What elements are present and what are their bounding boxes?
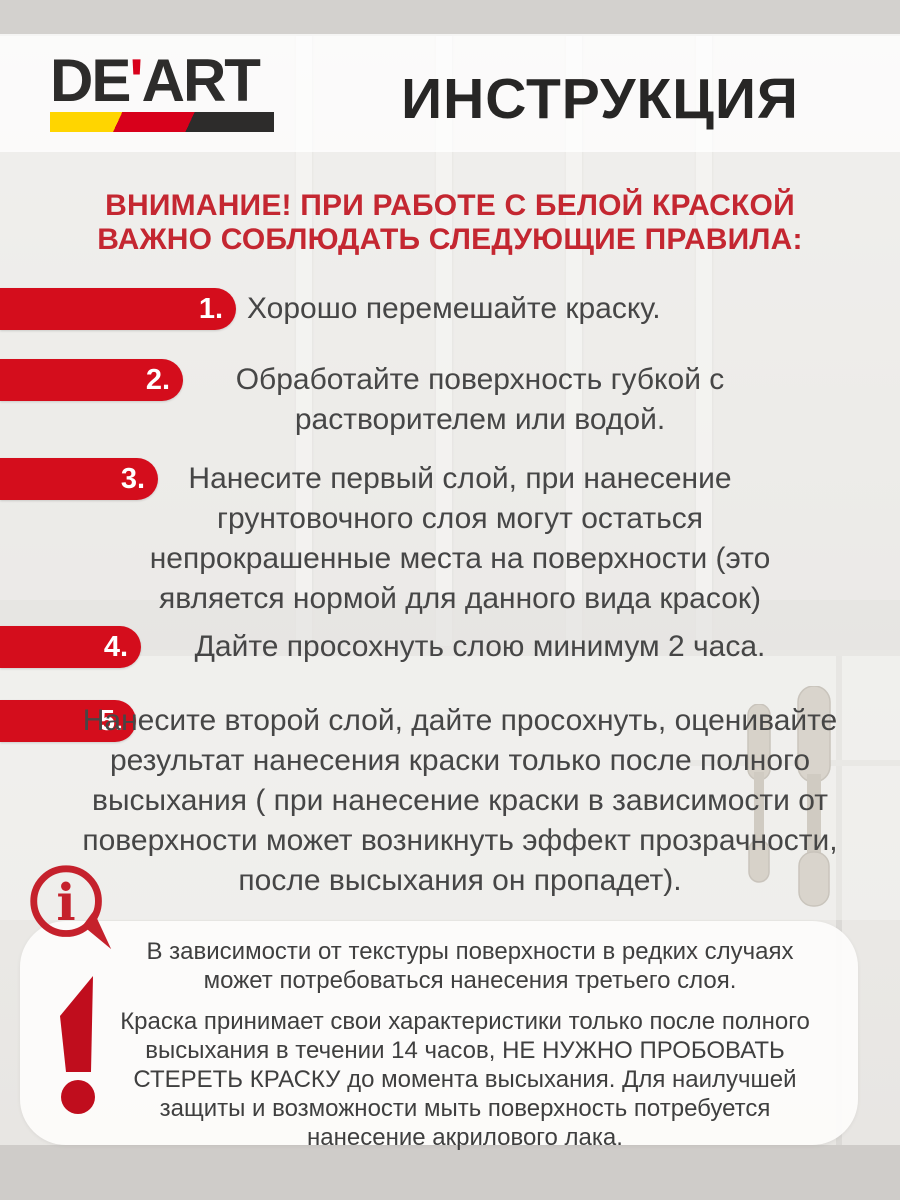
step-ribbon-1: 1. xyxy=(0,288,236,330)
door-mullion xyxy=(436,36,452,646)
step-number: 1. xyxy=(198,293,223,325)
warning-line-2: ВАЖНО СОБЛЮДАТЬ СЛЕДУЮЩИЕ ПРАВИЛА: xyxy=(97,223,803,256)
warning-heading: ВНИМАНИЕ! ПРИ РАБОТЕ С БЕЛОЙ КРАСКОЙ ВАЖ… xyxy=(0,189,900,257)
note-card: В зависимости от текстуры поверхности в … xyxy=(20,921,858,1151)
content-backdrop xyxy=(0,150,900,920)
step-text-5: Нанесите второй слой, дайте просохнуть, … xyxy=(82,704,838,897)
header-band xyxy=(0,34,900,152)
note-paragraph-2: Краска принимает свои характеристики тол… xyxy=(120,1008,810,1151)
step-text-1: Хорошо перемешайте краску. xyxy=(247,292,661,325)
warning-line-1: ВНИМАНИЕ! ПРИ РАБОТЕ С БЕЛОЙ КРАСКОЙ xyxy=(105,189,795,222)
step-number: 2. xyxy=(145,364,170,396)
step-ribbon-4: 4. xyxy=(0,626,141,668)
door-panel-groove xyxy=(690,760,900,766)
logo-tricolor-bar xyxy=(50,112,274,132)
note-paragraph-1: В зависимости от текстуры поверхности в … xyxy=(146,938,794,994)
step-text-2: Обработайте поверхность губкой с раствор… xyxy=(235,363,725,436)
deart-logo: DE'ART xyxy=(50,51,290,138)
step-number: 5. xyxy=(98,705,123,737)
svg-text:i: i xyxy=(56,873,75,933)
exclamation-mark-icon xyxy=(60,976,95,1114)
step-text-4: Дайте просохнуть слою минимум 2 часа. xyxy=(194,630,766,663)
door-handle-icon xyxy=(797,686,831,907)
logo-apostrophe: ' xyxy=(129,47,143,114)
step-number: 4. xyxy=(103,631,128,663)
door-handle-icon xyxy=(747,704,771,883)
step-ribbon-2: 2. xyxy=(0,359,183,401)
door-rail xyxy=(0,600,900,656)
step-ribbon-3: 3. xyxy=(0,458,158,500)
background-wall-top xyxy=(0,0,900,36)
logo-de: DE xyxy=(50,47,131,114)
door-mullion xyxy=(696,36,712,646)
background-wall-bottom xyxy=(0,1145,900,1200)
page-title: ИНСТРУКЦИЯ xyxy=(401,67,799,131)
info-speech-bubble-icon: i xyxy=(30,865,112,950)
logo-art: ART xyxy=(141,47,261,114)
logo-wordmark: DE'ART xyxy=(50,51,290,111)
door-stile xyxy=(836,656,842,1145)
step-text-3: Нанесите первый слой, при нанесение грун… xyxy=(149,462,771,615)
door-mullion xyxy=(296,36,312,646)
step-number: 3. xyxy=(120,463,145,495)
door-mullion xyxy=(566,36,582,646)
step-ribbon-5: 5. xyxy=(0,700,136,742)
